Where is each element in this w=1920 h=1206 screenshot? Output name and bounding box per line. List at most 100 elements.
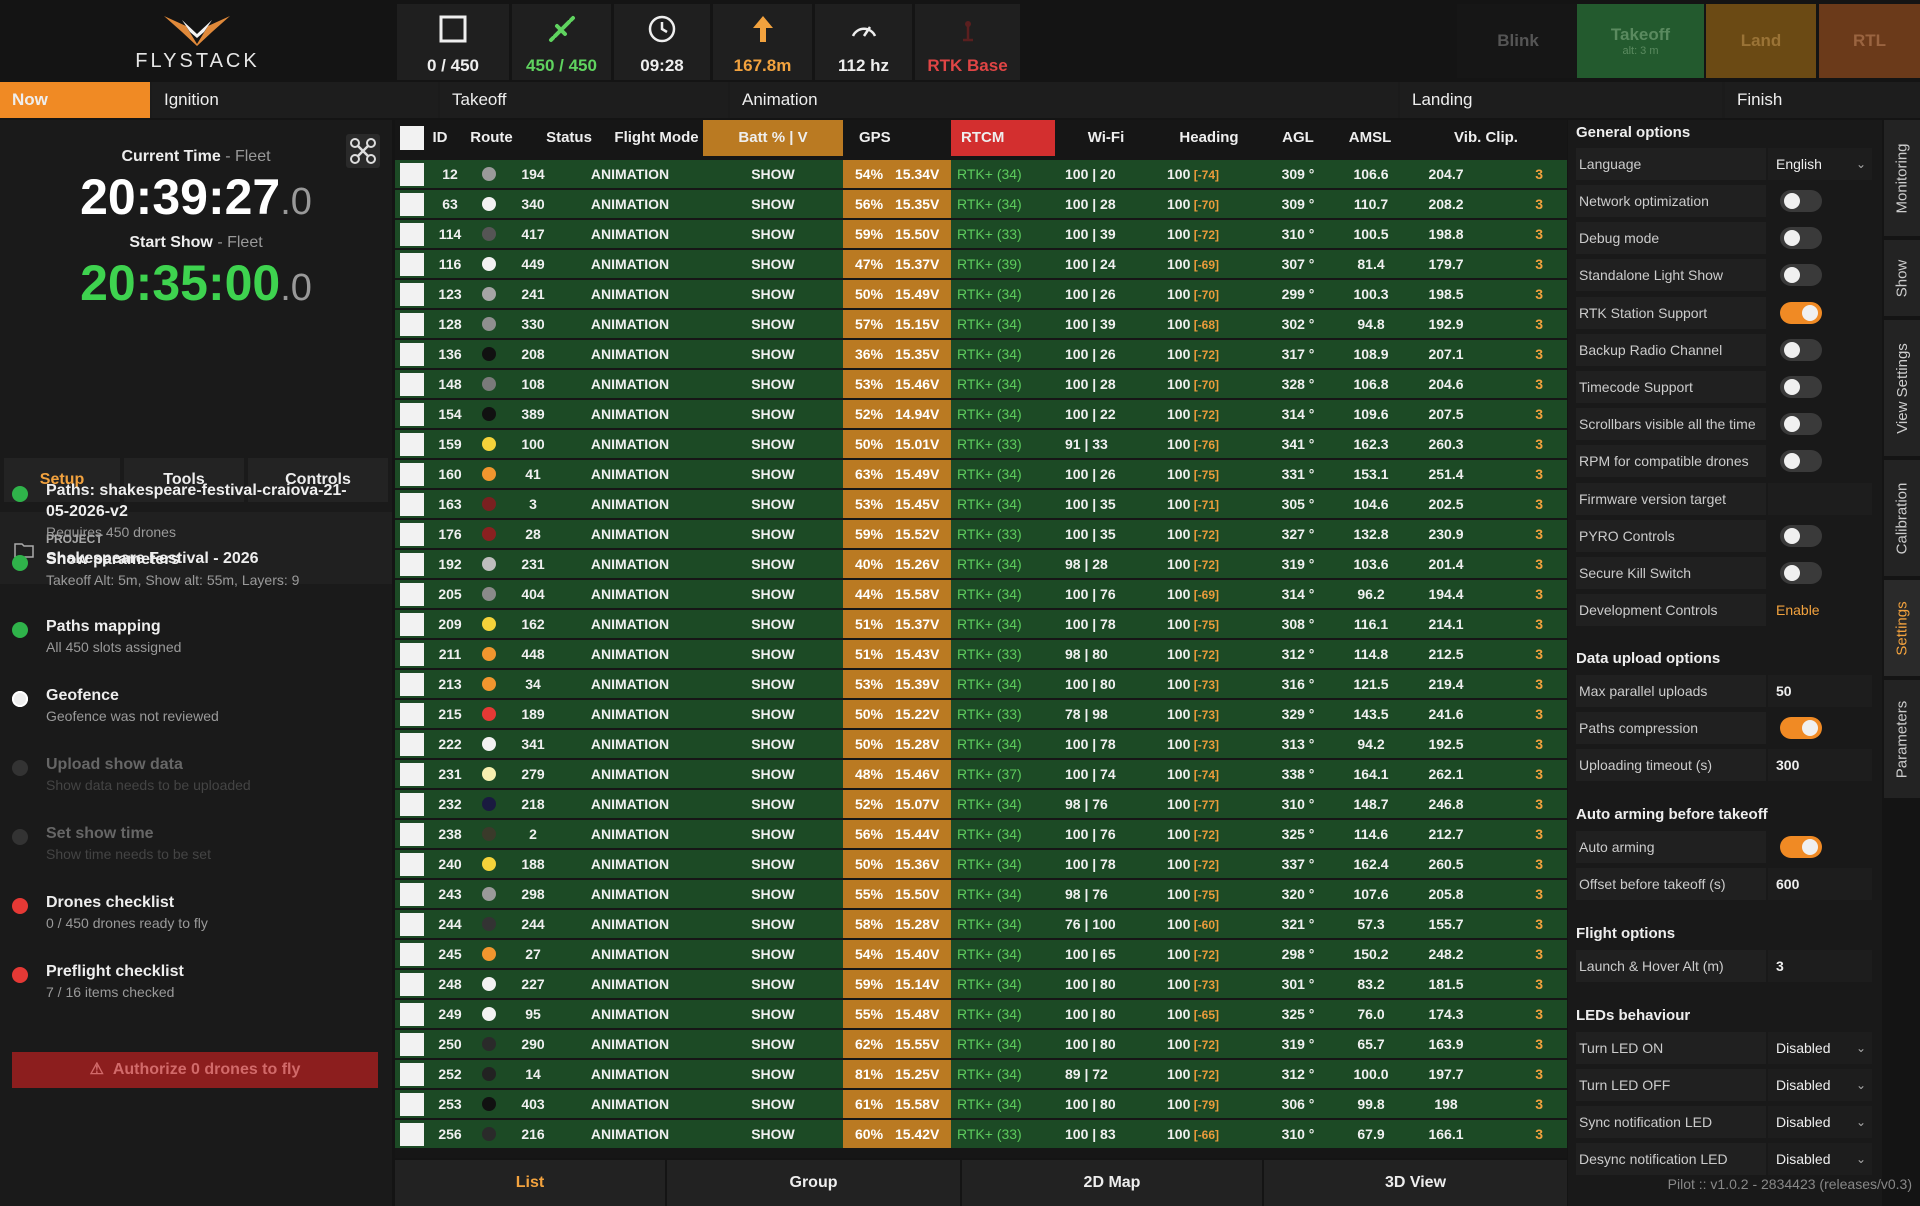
col-header-vib-clip-[interactable]: Vib. Clip.	[1454, 129, 1518, 146]
row-checkbox[interactable]	[400, 883, 424, 906]
row-checkbox[interactable]	[400, 943, 424, 966]
setup-step[interactable]: Upload show data Show data needs to be up…	[0, 754, 392, 814]
rtl-button[interactable]: RTL	[1819, 4, 1920, 78]
setup-step[interactable]: Preflight checklist 7 / 16 items checked	[0, 961, 392, 1021]
row-checkbox[interactable]	[400, 733, 424, 756]
firmware-select[interactable]	[1768, 483, 1872, 515]
col-header-route[interactable]: Route	[470, 129, 513, 146]
row-checkbox[interactable]	[400, 283, 424, 306]
row-checkbox[interactable]	[400, 193, 424, 216]
led-select-1[interactable]: Disabled ⌄	[1768, 1069, 1872, 1101]
side-tab-monitoring[interactable]: Monitoring	[1884, 120, 1920, 236]
setup-step[interactable]: Geofence Geofence was not reviewed	[0, 685, 392, 745]
tab-controls[interactable]: Controls	[248, 458, 388, 502]
table-row[interactable]: 231 279 ANIMATION SHOW 48% 15.46V RTK+ (37) 100…	[395, 760, 1567, 788]
table-row[interactable]: 238 2 ANIMATION SHOW 56% 15.44V RTK+ (34) 100 |…	[395, 820, 1567, 848]
phase-takeoff[interactable]: Takeoff	[440, 82, 728, 118]
toggle-timecode-support[interactable]	[1780, 376, 1822, 398]
col-header-flight-mode[interactable]: Flight Mode	[614, 129, 699, 146]
col-header-wi-fi[interactable]: Wi-Fi	[1087, 129, 1125, 146]
row-checkbox[interactable]	[400, 1003, 424, 1026]
setup-step[interactable]: Set show time Show time needs to be set	[0, 823, 392, 883]
table-row[interactable]: 222 341 ANIMATION SHOW 50% 15.28V RTK+ (34) 100…	[395, 730, 1567, 758]
table-row[interactable]: 160 41 ANIMATION SHOW 63% 15.49V RTK+ (34) 100 …	[395, 460, 1567, 488]
table-row[interactable]: 136 208 ANIMATION SHOW 36% 15.35V RTK+ (34) 100…	[395, 340, 1567, 368]
blink-button[interactable]: Blink	[1457, 4, 1579, 78]
setup-step[interactable]: Paths: shakespeare-festival-craiova-21-0…	[0, 480, 392, 540]
table-row[interactable]: 244 244 ANIMATION SHOW 58% 15.28V RTK+ (34) 76 …	[395, 910, 1567, 938]
side-tab-view-settings[interactable]: View Settings	[1884, 320, 1920, 456]
col-header-status[interactable]: Status	[546, 129, 592, 146]
row-checkbox[interactable]	[400, 403, 424, 426]
row-checkbox[interactable]	[400, 253, 424, 276]
max-uploads-input[interactable]: 50	[1768, 675, 1872, 707]
toggle-secure-kill-switch[interactable]	[1780, 562, 1822, 584]
toggle-backup-radio-channel[interactable]	[1780, 338, 1822, 361]
table-row[interactable]: 114 417 ANIMATION SHOW 59% 15.50V RTK+ (33) 100…	[395, 220, 1567, 248]
col-header-id[interactable]: ID	[432, 129, 448, 146]
table-row[interactable]: 159 100 ANIMATION SHOW 50% 15.01V RTK+ (33) 91 …	[395, 430, 1567, 458]
col-header-heading[interactable]: Heading	[1179, 129, 1239, 146]
table-row[interactable]: 248 227 ANIMATION SHOW 59% 15.14V RTK+ (34) 100…	[395, 970, 1567, 998]
row-checkbox[interactable]	[400, 1063, 424, 1086]
led-select-3[interactable]: Disabled ⌄	[1768, 1143, 1872, 1175]
drone-fleet-icon[interactable]	[346, 134, 380, 168]
table-row[interactable]: 249 95 ANIMATION SHOW 55% 15.48V RTK+ (34) 100 …	[395, 1000, 1567, 1028]
table-row[interactable]: 213 34 ANIMATION SHOW 53% 15.39V RTK+ (34) 100 …	[395, 670, 1567, 698]
table-row[interactable]: 232 218 ANIMATION SHOW 52% 15.07V RTK+ (34) 98 …	[395, 790, 1567, 818]
tab-2d-map[interactable]: 2D Map	[962, 1160, 1262, 1206]
table-row[interactable]: 243 298 ANIMATION SHOW 55% 15.50V RTK+ (34) 98 …	[395, 880, 1567, 908]
table-row[interactable]: 245 27 ANIMATION SHOW 54% 15.40V RTK+ (34) 100 …	[395, 940, 1567, 968]
row-checkbox[interactable]	[400, 823, 424, 846]
table-row[interactable]: 215 189 ANIMATION SHOW 50% 15.22V RTK+ (33) 78 …	[395, 700, 1567, 728]
phase-finish[interactable]: Finish	[1725, 82, 1920, 118]
row-checkbox[interactable]	[400, 373, 424, 396]
row-checkbox[interactable]	[400, 163, 424, 186]
row-checkbox[interactable]	[400, 703, 424, 726]
phase-animation[interactable]: Animation	[730, 82, 1398, 118]
upload-timeout-input[interactable]: 300	[1768, 749, 1872, 781]
side-tab-show[interactable]: Show	[1884, 240, 1920, 316]
setup-step[interactable]: Paths mapping All 450 slots assigned	[0, 616, 392, 676]
col-header-agl[interactable]: AGL	[1282, 129, 1314, 146]
table-row[interactable]: 253 403 ANIMATION SHOW 61% 15.58V RTK+ (34) 100…	[395, 1090, 1567, 1118]
toggle-network-optimization[interactable]	[1780, 190, 1822, 212]
phase-ignition[interactable]: Ignition	[152, 82, 438, 118]
row-checkbox[interactable]	[400, 913, 424, 936]
toggle-pyro-controls[interactable]	[1780, 525, 1822, 547]
row-checkbox[interactable]	[400, 553, 424, 576]
row-checkbox[interactable]	[400, 493, 424, 516]
row-checkbox[interactable]	[400, 1033, 424, 1056]
table-row[interactable]: 163 3 ANIMATION SHOW 53% 15.45V RTK+ (34) 100 |…	[395, 490, 1567, 518]
offset-input[interactable]: 600	[1768, 868, 1872, 900]
hover-alt-input[interactable]: 3	[1768, 950, 1872, 982]
toggle-debug-mode[interactable]	[1780, 227, 1822, 250]
row-checkbox[interactable]	[400, 343, 424, 366]
side-tab-calibration[interactable]: Calibration	[1884, 460, 1920, 576]
side-tab-settings[interactable]: Settings	[1884, 580, 1920, 676]
table-row[interactable]: 192 231 ANIMATION SHOW 40% 15.26V RTK+ (34) 98 …	[395, 550, 1567, 578]
table-row[interactable]: 12 194 ANIMATION SHOW 54% 15.34V RTK+ (34) 100 …	[395, 160, 1567, 188]
table-row[interactable]: 250 290 ANIMATION SHOW 62% 15.55V RTK+ (34) 100…	[395, 1030, 1567, 1058]
language-select[interactable]: English ⌄	[1768, 148, 1872, 180]
side-tab-parameters[interactable]: Parameters	[1884, 680, 1920, 798]
table-row[interactable]: 252 14 ANIMATION SHOW 81% 15.25V RTK+ (34) 89 |…	[395, 1060, 1567, 1088]
col-header-rtcm[interactable]: RTCM	[951, 120, 1055, 156]
table-row[interactable]: 148 108 ANIMATION SHOW 53% 15.46V RTK+ (34) 100…	[395, 370, 1567, 398]
row-checkbox[interactable]	[400, 523, 424, 546]
phase-now[interactable]: Now	[0, 82, 150, 118]
row-checkbox[interactable]	[400, 1093, 424, 1116]
row-checkbox[interactable]	[400, 223, 424, 246]
tab-tools[interactable]: Tools	[124, 458, 244, 502]
row-checkbox[interactable]	[400, 433, 424, 456]
led-select-0[interactable]: Disabled ⌄	[1768, 1032, 1872, 1064]
table-row[interactable]: 211 448 ANIMATION SHOW 51% 15.43V RTK+ (33) 98 …	[395, 640, 1567, 668]
dev-controls-enable[interactable]: Enable	[1768, 594, 1872, 626]
led-select-2[interactable]: Disabled ⌄	[1768, 1106, 1872, 1138]
toggle-rtk-station-support[interactable]	[1780, 301, 1822, 324]
phase-landing[interactable]: Landing	[1400, 82, 1722, 118]
table-row[interactable]: 209 162 ANIMATION SHOW 51% 15.37V RTK+ (34) 100…	[395, 610, 1567, 638]
table-row[interactable]: 154 389 ANIMATION SHOW 52% 14.94V RTK+ (34) 100…	[395, 400, 1567, 428]
table-row[interactable]: 123 241 ANIMATION SHOW 50% 15.49V RTK+ (34) 100…	[395, 280, 1567, 308]
col-header-batt-v[interactable]: Batt % | V	[703, 120, 843, 156]
